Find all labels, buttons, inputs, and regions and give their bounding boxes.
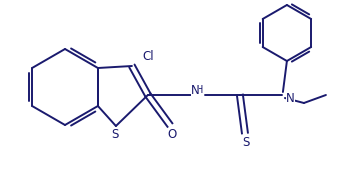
- Text: S: S: [242, 137, 249, 150]
- Text: Cl: Cl: [142, 50, 153, 63]
- Text: H: H: [196, 85, 203, 95]
- Text: O: O: [167, 128, 176, 142]
- Text: N: N: [286, 93, 295, 105]
- Text: S: S: [111, 128, 119, 142]
- Text: N: N: [191, 84, 199, 97]
